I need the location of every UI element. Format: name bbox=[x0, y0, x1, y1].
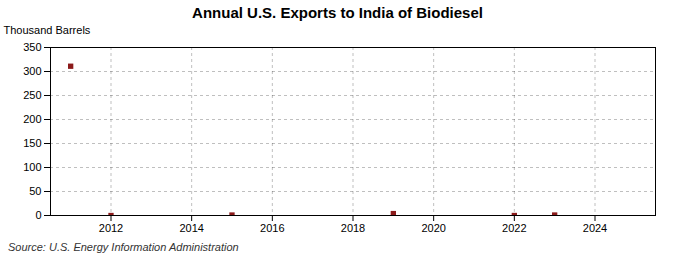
svg-text:2016: 2016 bbox=[260, 222, 284, 234]
svg-text:350: 350 bbox=[23, 41, 41, 53]
svg-text:50: 50 bbox=[29, 185, 41, 197]
svg-text:Thousand Barrels: Thousand Barrels bbox=[4, 24, 91, 36]
svg-text:150: 150 bbox=[23, 137, 41, 149]
svg-text:250: 250 bbox=[23, 89, 41, 101]
svg-text:200: 200 bbox=[23, 113, 41, 125]
svg-text:2024: 2024 bbox=[583, 222, 607, 234]
svg-text:300: 300 bbox=[23, 65, 41, 77]
svg-text:100: 100 bbox=[23, 161, 41, 173]
svg-text:0: 0 bbox=[35, 209, 41, 221]
html-text:Source: U.S. Energy Informatio: Source: U.S. Energy Information Administ… bbox=[8, 241, 239, 253]
svg-text:2012: 2012 bbox=[99, 222, 123, 234]
svg-text:2014: 2014 bbox=[179, 222, 203, 234]
html-text:Annual U.S. Exports to India o: Annual U.S. Exports to India of Biodiese… bbox=[192, 4, 483, 21]
svg-text:2018: 2018 bbox=[341, 222, 365, 234]
svg-text:2020: 2020 bbox=[421, 222, 445, 234]
svg-text:2022: 2022 bbox=[502, 222, 526, 234]
